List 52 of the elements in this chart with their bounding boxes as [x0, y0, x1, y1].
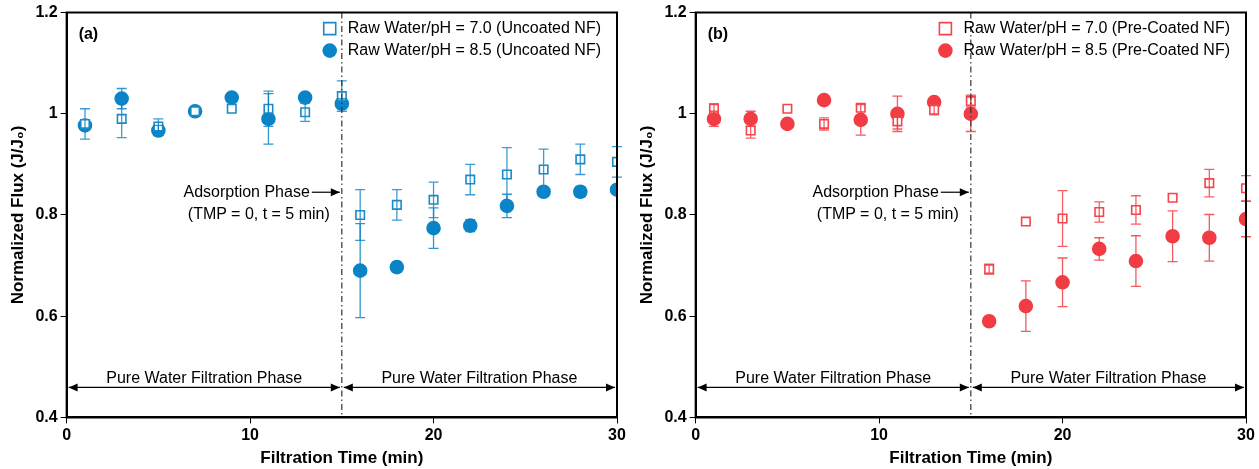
point	[981, 313, 997, 329]
annotation: Pure Water Filtration Phase	[381, 368, 578, 386]
annotation: Adsorption Phase	[183, 182, 310, 200]
y-tick-label: 0.4	[664, 407, 687, 425]
annotation: Adsorption Phase	[812, 182, 939, 200]
legend-label: Raw Water/pH = 7.0 (Pre-Coated NF)	[963, 19, 1231, 37]
legend-label: Raw Water/pH = 8.5 (Uncoated NF)	[347, 41, 602, 59]
y-tick-label: 0.8	[35, 205, 58, 223]
annotation: (b)	[707, 25, 729, 43]
legend-label: Raw Water/pH = 7.0 (Uncoated NF)	[347, 19, 602, 37]
point	[1020, 216, 1031, 227]
point	[426, 220, 441, 236]
y-tick-label: 0.6	[664, 306, 687, 324]
x-tick-label: 20	[424, 426, 443, 444]
annotation: (TMP = 0, t = 5 min)	[816, 204, 959, 222]
point	[1055, 275, 1070, 290]
point	[1091, 241, 1107, 257]
y-tick-label: 1.2	[664, 3, 687, 21]
x-tick-label: 0	[62, 426, 72, 444]
point	[352, 263, 368, 278]
x-tick-label: 30	[608, 426, 626, 444]
annotation: Pure Water Filtration Phase	[735, 368, 932, 386]
y-tick-label: 0.6	[35, 306, 58, 324]
y-tick-label: 1	[48, 104, 58, 122]
x-axis-title: Filtration Time (min)	[260, 448, 424, 468]
point	[297, 90, 313, 105]
x-tick-label: 0	[691, 426, 701, 444]
x-tick-label: 20	[1053, 426, 1072, 444]
x-tick-label: 10	[241, 426, 260, 444]
annotation: Pure Water Filtration Phase	[1010, 368, 1207, 386]
y-tick-label: 1	[677, 104, 687, 122]
y-axis-title: Normalized Flux (J/J₀)	[636, 125, 656, 305]
point	[224, 90, 240, 105]
y-tick-label: 1.2	[35, 3, 58, 21]
y-tick-label: 0.4	[35, 407, 58, 425]
annotation: (TMP = 0, t = 5 min)	[187, 204, 330, 222]
point	[782, 103, 793, 114]
point	[1167, 192, 1178, 203]
point	[1202, 230, 1217, 246]
y-tick-label: 0.8	[664, 205, 687, 223]
point	[853, 112, 869, 128]
point	[1165, 228, 1180, 244]
point	[226, 103, 237, 114]
point	[780, 116, 795, 132]
legend-label: Raw Water/pH = 8.5 (Pre-Coated NF)	[963, 41, 1231, 59]
y-axis-title: Normalized Flux (J/J₀)	[7, 125, 27, 305]
x-tick-label: 10	[870, 426, 889, 444]
point	[816, 92, 832, 108]
x-tick-label: 30	[1237, 426, 1255, 444]
annotation: (a)	[78, 25, 99, 43]
x-axis-title: Filtration Time (min)	[889, 448, 1053, 468]
annotation: Pure Water Filtration Phase	[106, 368, 303, 386]
